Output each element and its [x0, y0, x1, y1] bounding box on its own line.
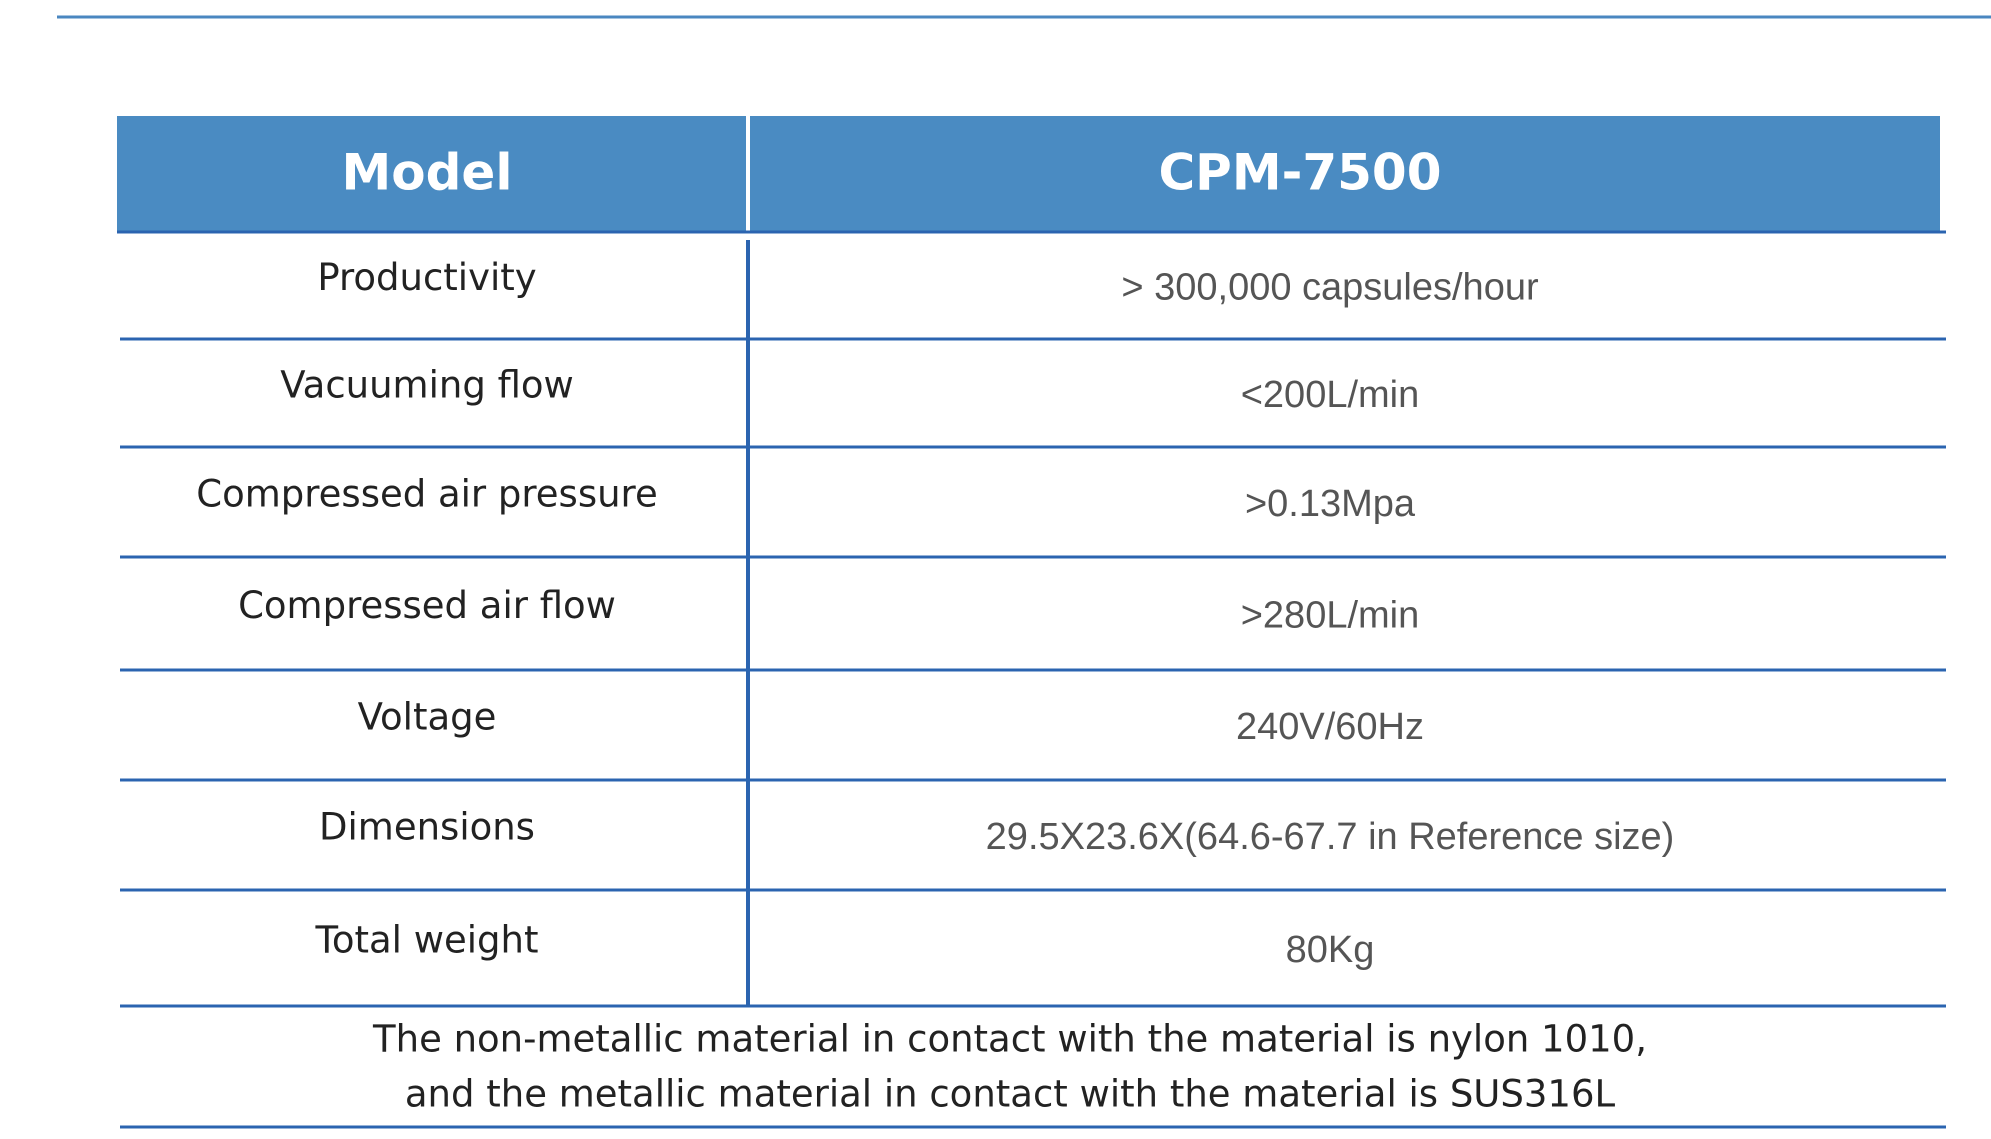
row-label: Compressed air flow — [238, 584, 616, 627]
row-value: >0.13Mpa — [1245, 483, 1416, 525]
row-value: 240V/60Hz — [1236, 706, 1424, 748]
header-cell: Model — [342, 144, 513, 202]
row-value: 80Kg — [1286, 929, 1375, 971]
row-label: Voltage — [358, 696, 497, 739]
row-value: <200L/min — [1241, 374, 1420, 416]
row-label: Productivity — [317, 256, 536, 299]
row-value: >280L/min — [1241, 595, 1420, 637]
row-value: > 300,000 capsules/hour — [1121, 267, 1539, 309]
row-label: Compressed air pressure — [196, 473, 657, 516]
row-label: Vacuuming flow — [280, 364, 574, 407]
note-line: The non-metallic material in contact wit… — [372, 1018, 1647, 1061]
row-label: Total weight — [315, 919, 539, 962]
note-line: and the metallic material in contact wit… — [405, 1073, 1616, 1116]
header-band — [117, 116, 1940, 232]
row-label: Dimensions — [319, 806, 535, 849]
row-value: 29.5X23.6X(64.6-67.7 in Reference size) — [986, 816, 1675, 858]
header-cell: CPM-7500 — [1158, 144, 1441, 202]
